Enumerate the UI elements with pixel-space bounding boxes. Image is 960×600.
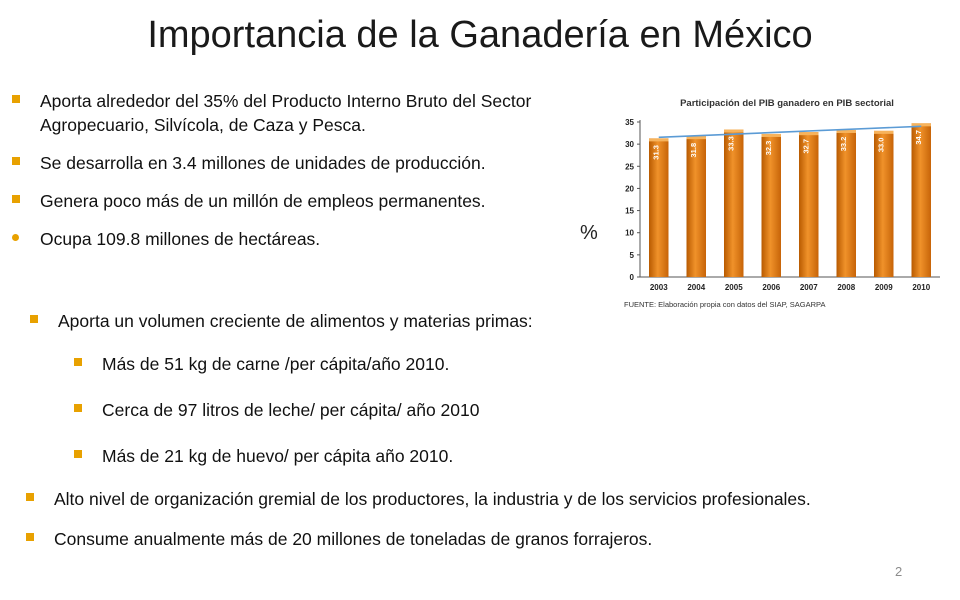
y-tick-label: 25	[625, 162, 634, 171]
top-bullet-list: Aporta alrededor del 35% del Producto In…	[12, 89, 592, 251]
slide-title: Importancia de la Ganadería en México	[147, 14, 813, 56]
square-bullet-icon	[12, 195, 20, 203]
square-bullet-icon	[74, 404, 82, 412]
bar-top-highlight	[649, 138, 669, 142]
percent-label: %	[580, 222, 598, 244]
bar-value-label: 32.7	[802, 139, 811, 154]
y-tick-label: 35	[625, 118, 634, 127]
mid-bullet-list: Aporta un volumen creciente de alimentos…	[30, 309, 670, 333]
bar-top-highlight	[874, 130, 894, 134]
bar-top-highlight	[799, 132, 819, 136]
square-bullet-icon	[12, 95, 20, 103]
bar	[761, 133, 781, 277]
square-bullet-icon	[74, 450, 82, 458]
bar	[724, 129, 744, 277]
bullet-text: Genera poco más de un millón de empleos …	[40, 191, 486, 211]
x-tick-label: 2004	[687, 283, 705, 292]
square-bullet-icon	[74, 358, 82, 366]
y-tick-label: 20	[625, 184, 634, 193]
y-tick-label: 30	[625, 140, 634, 149]
bar	[799, 132, 819, 277]
bullet-hectares: Ocupa 109.8 millones de hectáreas.	[12, 227, 592, 251]
bar-top-highlight	[724, 129, 744, 133]
bullet-text: Alto nivel de organización gremial de lo…	[54, 489, 811, 509]
bullet-text: Aporta un volumen creciente de alimentos…	[58, 311, 533, 331]
bullet-text: Aporta alrededor del 35% del Producto In…	[40, 91, 532, 135]
bullet-text: Ocupa 109.8 millones de hectáreas.	[40, 229, 321, 249]
bullet-grain-consumption: Consume anualmente más de 20 millones de…	[26, 527, 886, 551]
chart-source-note: FUENTE: Elaboración propia con datos del…	[624, 300, 826, 309]
x-tick-label: 2008	[837, 283, 855, 292]
bar-top-highlight	[836, 129, 856, 133]
bar	[874, 130, 894, 277]
bullet-text: Más de 21 kg de huevo/ per cápita año 20…	[102, 446, 454, 466]
bullet-text: Más de 51 kg de carne /per cápita/año 20…	[102, 354, 450, 374]
y-tick-label: 10	[625, 229, 634, 238]
trend-line	[658, 125, 922, 139]
bar-value-label: 31.3	[652, 145, 661, 160]
x-tick-label: 2003	[650, 283, 668, 292]
bullet-text: Consume anualmente más de 20 millones de…	[54, 529, 653, 549]
y-tick-label: 15	[625, 207, 634, 216]
page-number: 2	[895, 564, 903, 579]
square-bullet-icon	[30, 315, 38, 323]
bar-value-label: 33.0	[877, 138, 886, 153]
bar-top-highlight	[686, 136, 706, 140]
sub-bullet-egg: Más de 21 kg de huevo/ per cápita año 20…	[74, 444, 634, 468]
bullet-organization: Alto nivel de organización gremial de lo…	[26, 487, 886, 511]
sub-bullet-list: Más de 51 kg de carne /per cápita/año 20…	[74, 352, 634, 468]
y-tick-label: 0	[630, 273, 635, 282]
bar-value-label: 34.7	[914, 130, 923, 145]
bar-value-label: 33.3	[727, 136, 736, 151]
y-tick-label: 5	[630, 251, 635, 260]
square-bullet-icon	[26, 493, 34, 501]
dot-bullet-icon	[12, 234, 19, 241]
x-tick-label: 2006	[762, 283, 780, 292]
chart-title: Participación del PIB ganadero en PIB se…	[680, 98, 894, 109]
pib-share-chart: Participación del PIB ganadero en PIB se…	[608, 90, 950, 312]
bar-value-label: 31.8	[689, 143, 698, 158]
bar-top-highlight	[761, 133, 781, 137]
x-tick-label: 2009	[875, 283, 893, 292]
bullet-text: Se desarrolla en 3.4 millones de unidade…	[40, 153, 486, 173]
bottom-bullet-list: Alto nivel de organización gremial de lo…	[26, 487, 886, 551]
bullet-pib-share: Aporta alrededor del 35% del Producto In…	[12, 89, 592, 137]
bar	[836, 129, 856, 277]
bullet-production-units: Se desarrolla en 3.4 millones de unidade…	[12, 151, 592, 175]
bar	[911, 123, 931, 277]
x-tick-label: 2007	[800, 283, 818, 292]
bar	[686, 136, 706, 277]
bullet-text: Cerca de 97 litros de leche/ per cápita/…	[102, 400, 480, 420]
square-bullet-icon	[26, 533, 34, 541]
chart-svg: Participación del PIB ganadero en PIB se…	[624, 98, 940, 309]
sub-bullet-meat: Más de 51 kg de carne /per cápita/año 20…	[74, 352, 634, 376]
x-tick-label: 2010	[912, 283, 930, 292]
bar-value-label: 32.3	[764, 141, 773, 156]
sub-bullet-milk: Cerca de 97 litros de leche/ per cápita/…	[74, 398, 634, 422]
bullet-employment: Genera poco más de un millón de empleos …	[12, 189, 592, 213]
x-tick-label: 2005	[725, 283, 743, 292]
bar	[649, 138, 669, 277]
bullet-food-volume: Aporta un volumen creciente de alimentos…	[30, 309, 670, 333]
bar-value-label: 33.2	[839, 137, 848, 152]
square-bullet-icon	[12, 157, 20, 165]
bar-top-highlight	[911, 123, 931, 127]
